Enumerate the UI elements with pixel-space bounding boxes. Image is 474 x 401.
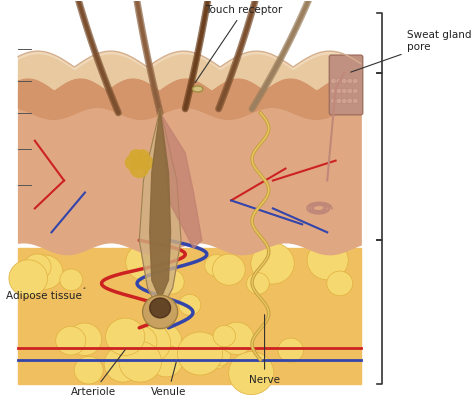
Circle shape	[246, 273, 269, 294]
Circle shape	[9, 260, 47, 297]
Circle shape	[347, 88, 353, 94]
Ellipse shape	[192, 86, 203, 92]
Polygon shape	[160, 113, 202, 248]
FancyBboxPatch shape	[329, 55, 363, 115]
Circle shape	[74, 356, 103, 384]
Circle shape	[56, 326, 86, 355]
Circle shape	[341, 88, 347, 94]
Circle shape	[146, 324, 182, 358]
Circle shape	[352, 98, 358, 104]
Circle shape	[347, 78, 353, 84]
Circle shape	[24, 254, 51, 280]
Polygon shape	[139, 109, 181, 312]
Circle shape	[341, 98, 347, 104]
Circle shape	[68, 323, 102, 356]
Circle shape	[336, 88, 342, 94]
Circle shape	[137, 150, 149, 162]
Circle shape	[104, 346, 142, 382]
Text: Nerve: Nerve	[249, 315, 280, 385]
Circle shape	[126, 243, 165, 281]
Circle shape	[143, 295, 178, 329]
Circle shape	[150, 298, 171, 318]
Circle shape	[307, 241, 348, 280]
Circle shape	[347, 98, 353, 104]
Circle shape	[130, 160, 148, 177]
Polygon shape	[150, 109, 171, 300]
Text: Arteriole: Arteriole	[71, 350, 125, 397]
Circle shape	[352, 78, 358, 84]
Circle shape	[330, 78, 337, 84]
Circle shape	[220, 322, 254, 354]
Text: Venule: Venule	[151, 363, 186, 397]
Circle shape	[158, 269, 184, 294]
Circle shape	[278, 338, 303, 363]
Text: Touch receptor: Touch receptor	[195, 5, 283, 83]
Circle shape	[213, 325, 236, 347]
Circle shape	[177, 332, 223, 375]
Circle shape	[27, 255, 63, 289]
Circle shape	[129, 323, 171, 363]
Text: Adipose tissue: Adipose tissue	[6, 288, 85, 301]
Circle shape	[179, 294, 201, 315]
Circle shape	[251, 243, 294, 284]
Polygon shape	[18, 248, 361, 384]
Circle shape	[212, 254, 245, 285]
Circle shape	[205, 255, 228, 277]
Circle shape	[129, 150, 142, 162]
Circle shape	[106, 318, 145, 355]
Circle shape	[119, 342, 162, 382]
Circle shape	[60, 269, 82, 291]
Text: Sweat gland
pore: Sweat gland pore	[351, 30, 471, 72]
Circle shape	[327, 271, 353, 296]
Circle shape	[336, 78, 342, 84]
Circle shape	[330, 98, 337, 104]
Circle shape	[208, 344, 230, 366]
Circle shape	[149, 345, 183, 377]
Circle shape	[122, 326, 157, 358]
Circle shape	[138, 156, 153, 170]
Circle shape	[126, 156, 140, 170]
Circle shape	[204, 345, 229, 369]
Circle shape	[330, 88, 337, 94]
Circle shape	[228, 352, 274, 395]
Circle shape	[336, 98, 342, 104]
Circle shape	[341, 78, 347, 84]
Circle shape	[352, 88, 358, 94]
